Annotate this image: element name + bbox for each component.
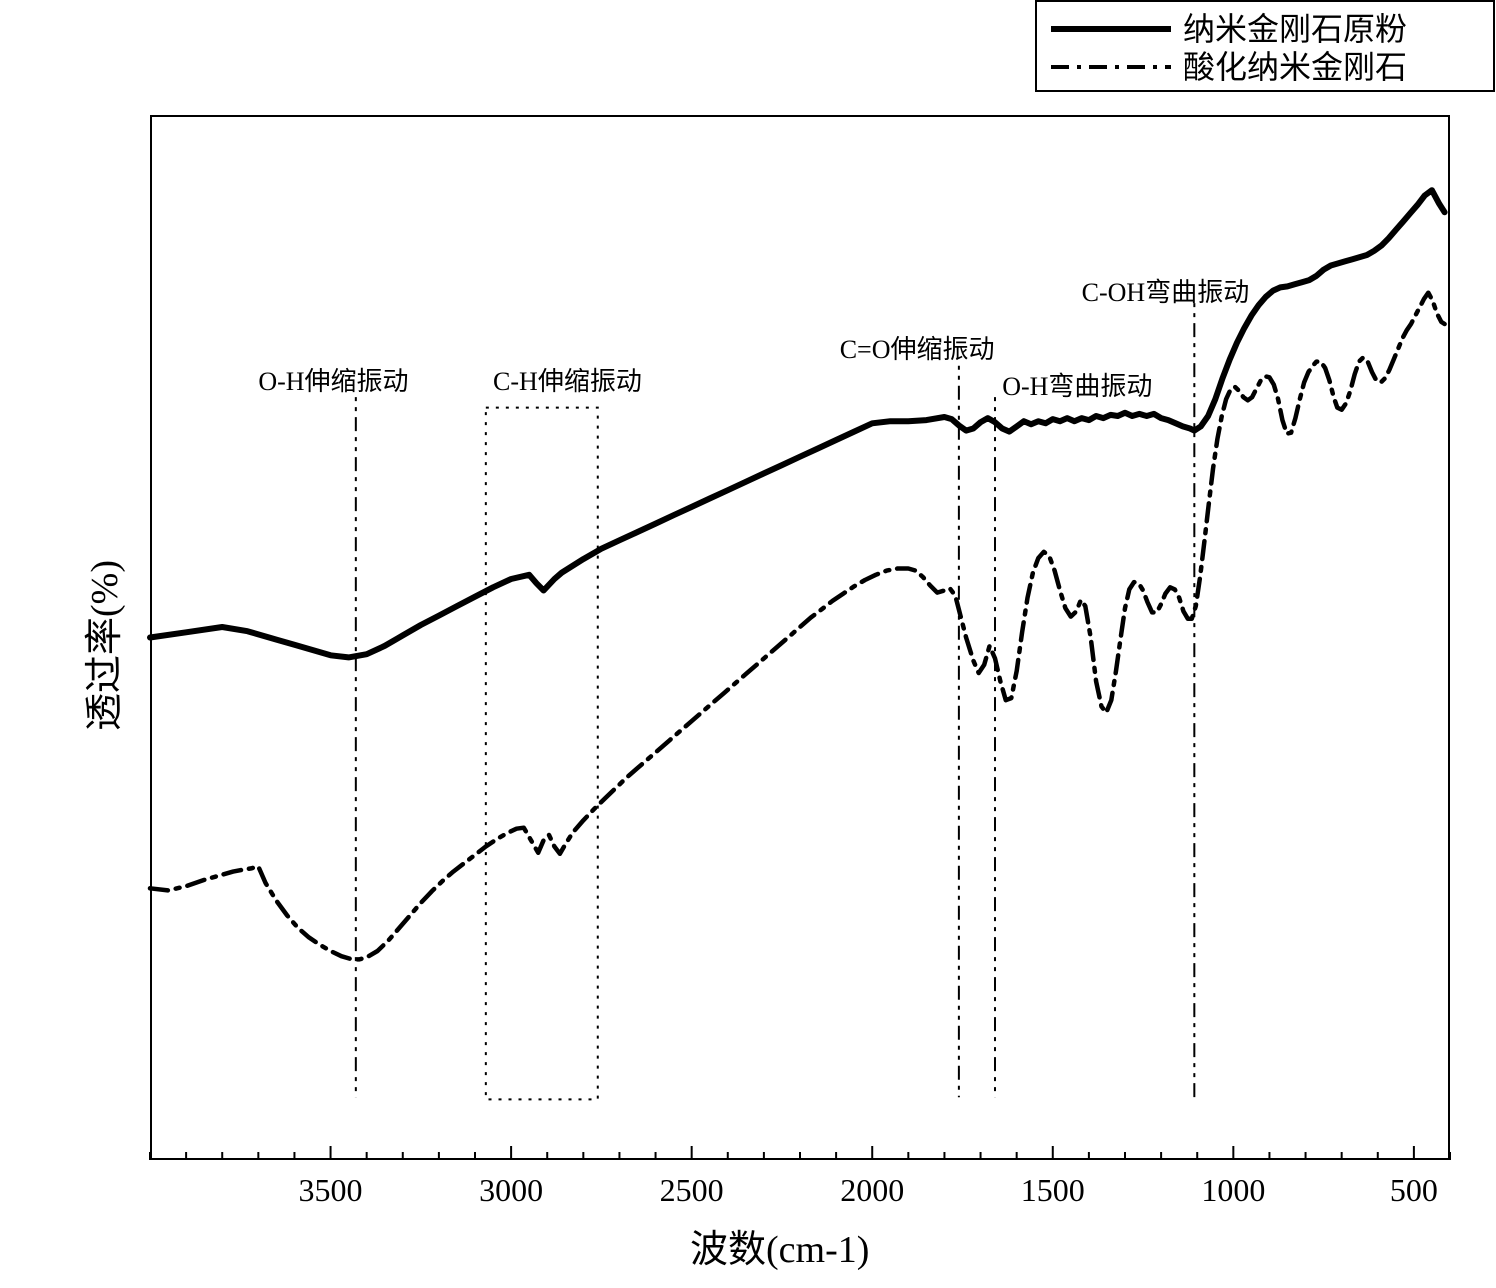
x-tick-label: 3500 xyxy=(299,1172,363,1209)
x-tick-label: 3000 xyxy=(479,1172,543,1209)
annotation-label: O-H伸缩振动 xyxy=(258,361,408,398)
annotation-label: O-H弯曲振动 xyxy=(1002,366,1152,403)
y-axis-label: 透过率(%) xyxy=(73,560,128,731)
x-tick-label: 1000 xyxy=(1201,1172,1265,1209)
annotation-label: C-OH弯曲振动 xyxy=(1082,272,1250,309)
plot-svg xyxy=(0,0,1496,1288)
x-tick-label: 1500 xyxy=(1021,1172,1085,1209)
annotation-label: C=O伸缩振动 xyxy=(840,329,995,366)
x-tick-label: 2500 xyxy=(660,1172,724,1209)
x-ticks xyxy=(150,1146,1450,1160)
annotation-label: C-H伸缩振动 xyxy=(493,361,642,398)
x-tick-label: 500 xyxy=(1390,1172,1438,1209)
figure-root: 纳米金刚石原粉酸化纳米金刚石 波数(cm-1) 透过率(%) 350030002… xyxy=(0,0,1496,1288)
series-line xyxy=(150,190,1445,657)
x-tick-label: 2000 xyxy=(840,1172,904,1209)
x-axis-label: 波数(cm-1) xyxy=(690,1218,869,1273)
